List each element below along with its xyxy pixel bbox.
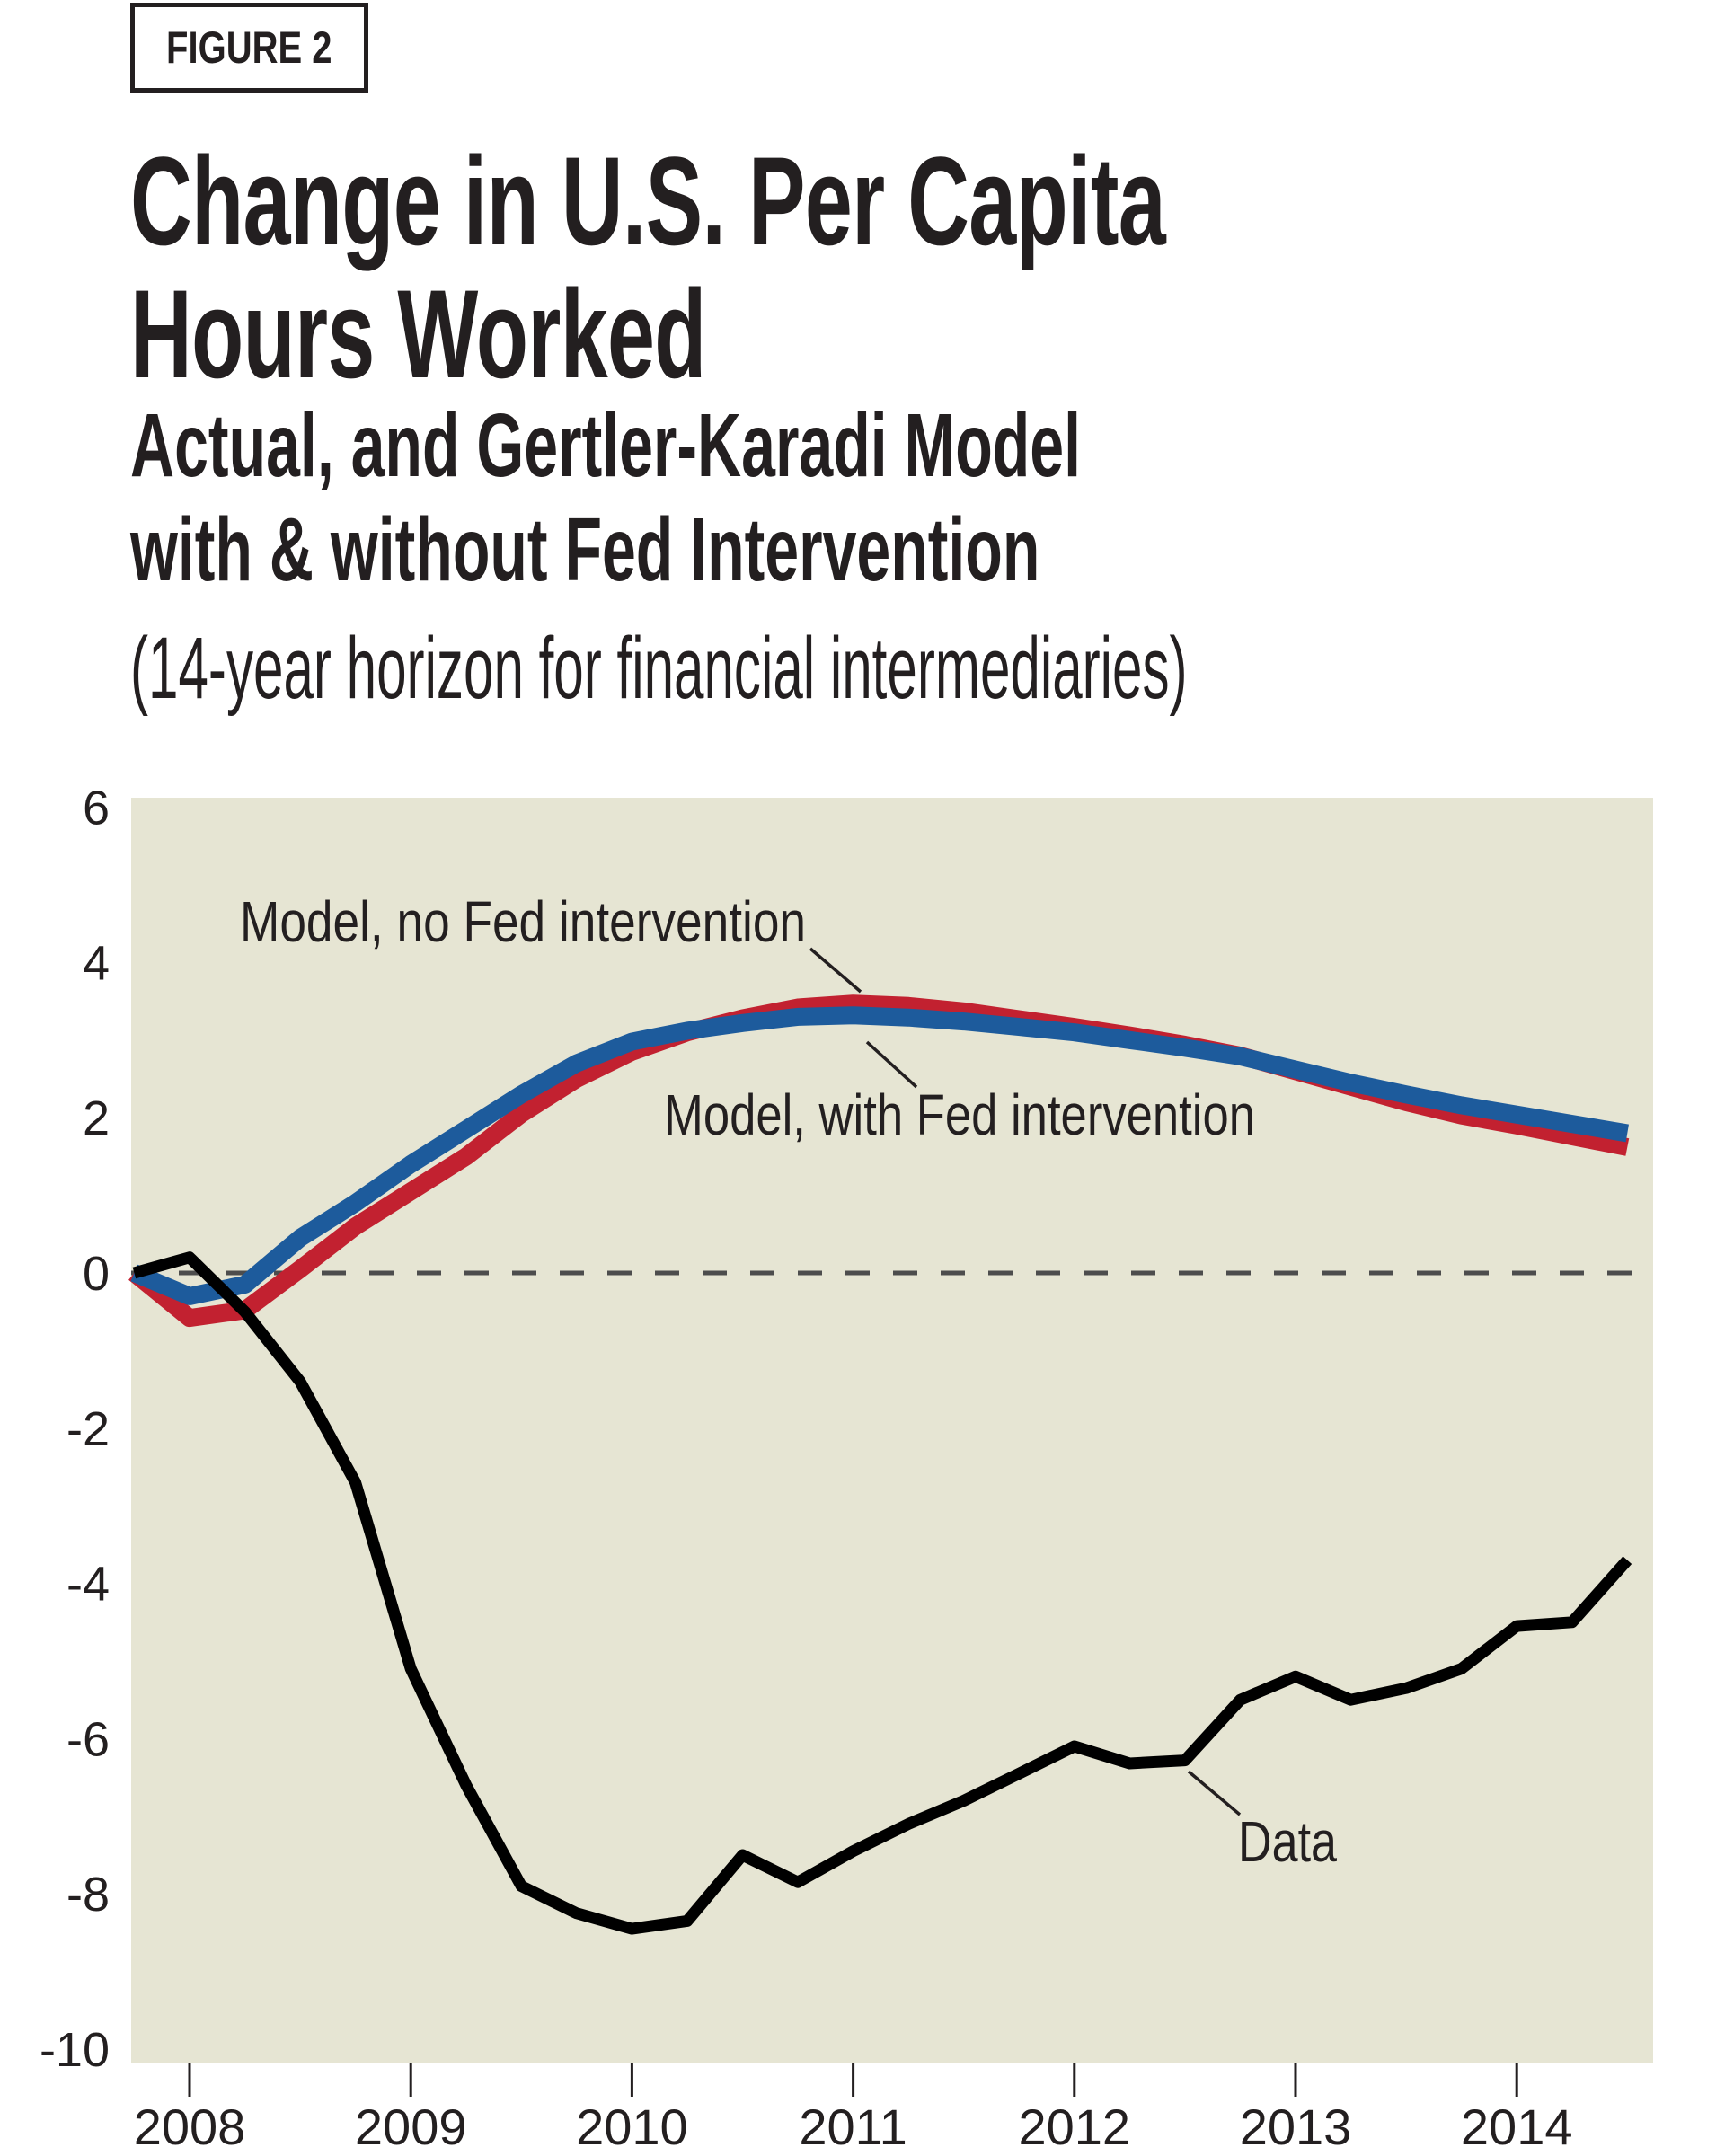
annotation-leader-line: [809, 947, 862, 994]
series-line-model-with-fed-intervention: [130, 1006, 1629, 1305]
x-tick-label: 2014: [1461, 2099, 1573, 2155]
page-subtitle: Actual, and Gertler-Karadi Model with & …: [130, 393, 1081, 602]
x-tick-label: 2009: [355, 2099, 467, 2155]
subtitle-note: (14-year horizon for financial intermedi…: [130, 619, 1188, 717]
annotation-label: Data: [1238, 1809, 1337, 1874]
y-tick-label: 6: [83, 782, 110, 835]
figure-label: FIGURE 2: [166, 22, 332, 73]
x-tick-label: 2012: [1019, 2099, 1131, 2155]
annotation-leader-line: [865, 1040, 918, 1089]
annotation-leader-line: [1187, 1770, 1242, 1816]
page-title: Change in U.S. Per Capita Hours Worked: [130, 130, 1166, 404]
y-tick-label: 4: [83, 936, 110, 990]
plot-area: [131, 798, 1653, 2063]
y-tick-label: -10: [40, 2023, 110, 2077]
title-line-2: Hours Worked: [130, 263, 706, 404]
subtitle-line-1: Actual, and Gertler-Karadi Model: [130, 395, 1081, 496]
y-tick-label: -2: [66, 1402, 110, 1456]
subtitle-line-2: with & without Fed Intervention: [130, 499, 1040, 600]
figure-label-box: FIGURE 2: [130, 3, 368, 93]
x-tick-label: 2008: [134, 2099, 246, 2155]
y-tick-label: -8: [66, 1868, 110, 1922]
x-tick-label: 2013: [1240, 2099, 1352, 2155]
y-tick-label: -4: [66, 1558, 110, 1612]
annotation-label: Model, with Fed intervention: [664, 1082, 1255, 1147]
title-line-1: Change in U.S. Per Capita: [130, 130, 1166, 271]
x-tick-label: 2011: [799, 2099, 907, 2155]
series-line-data: [132, 1251, 1632, 1935]
y-tick-label: 2: [83, 1091, 110, 1145]
x-tick-label: 2010: [576, 2099, 688, 2155]
y-tick-label: -6: [66, 1712, 110, 1766]
y-tick-label: 0: [83, 1247, 110, 1301]
annotation-label: Model, no Fed intervention: [240, 889, 806, 954]
